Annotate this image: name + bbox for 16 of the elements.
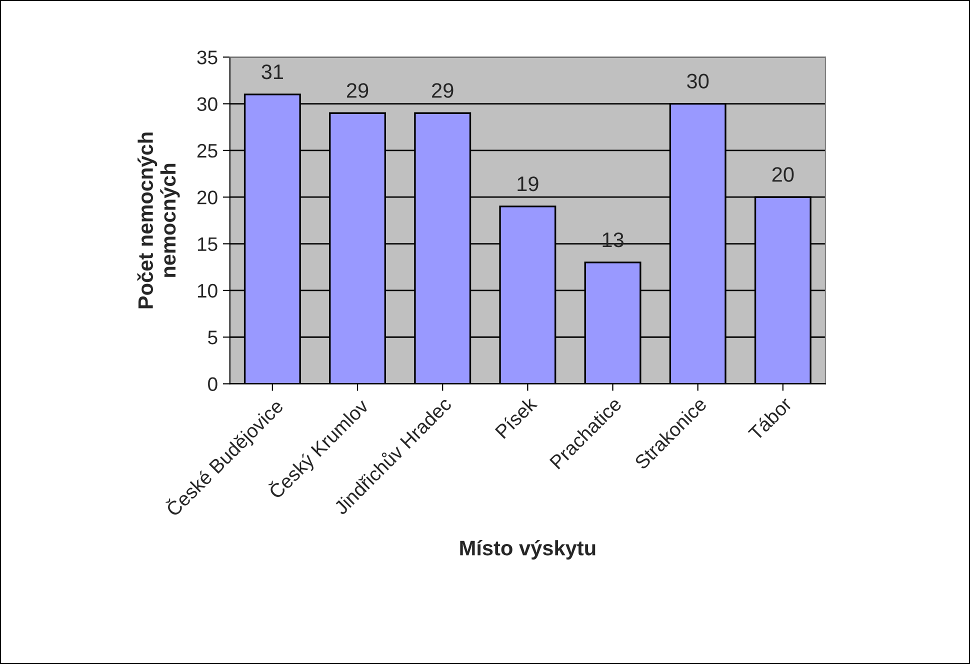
y-tick-label: 25 [197, 144, 218, 158]
y-tick-label: 0 [208, 377, 218, 392]
y-axis-title: Počet nemocných nemocných [137, 132, 180, 308]
y-tick-label: 30 [197, 97, 218, 112]
y-tick-label: 5 [208, 330, 218, 344]
data-label: 29 [432, 83, 454, 98]
data-label: 30 [687, 74, 709, 89]
data-label: 20 [772, 167, 794, 182]
y-tick-label: 35 [197, 50, 218, 64]
y-tick-label: 10 [198, 284, 218, 298]
data-label: 31 [262, 64, 283, 80]
data-label: 29 [346, 83, 368, 98]
data-label: 19 [518, 176, 538, 192]
y-tick-label: 20 [197, 190, 218, 204]
y-tick-label: 15 [198, 237, 218, 252]
x-axis-title: Místo výskytu [460, 540, 596, 560]
